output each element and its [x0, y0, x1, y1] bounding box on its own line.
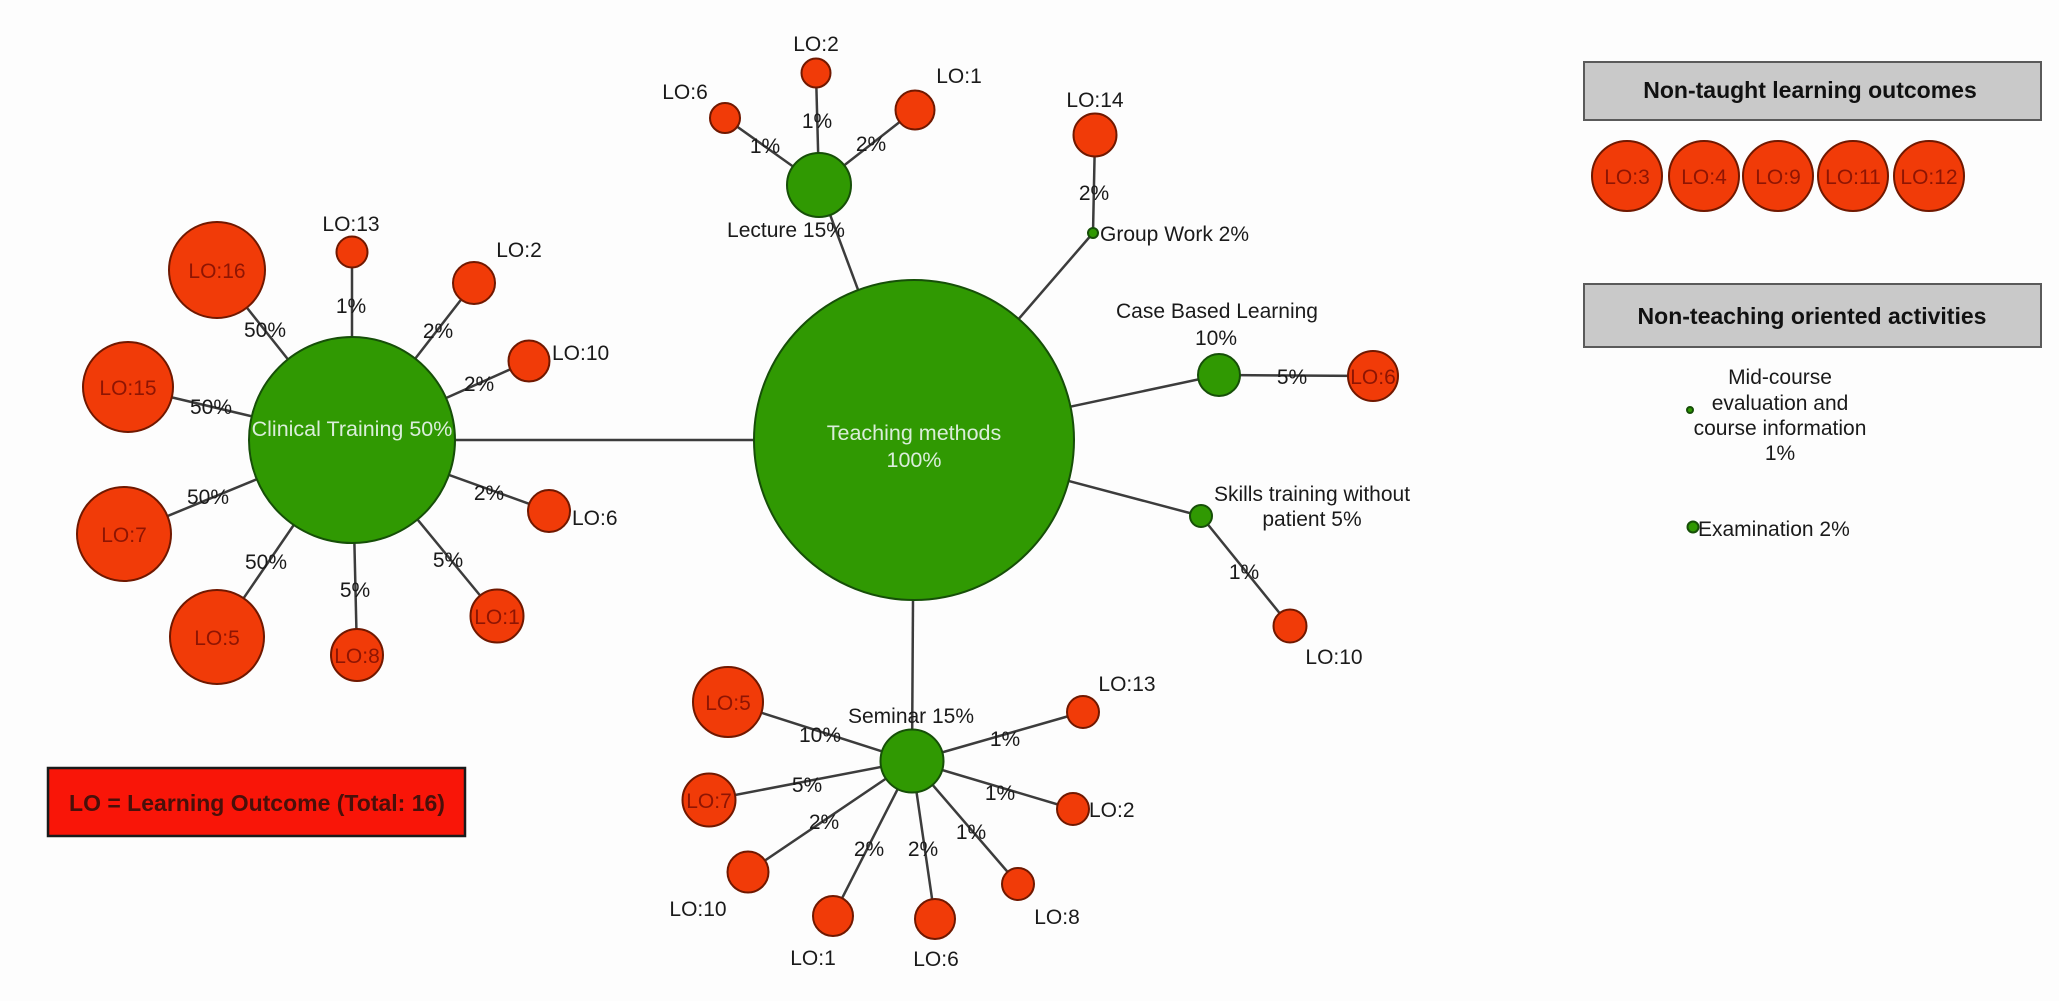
svg-text:LO:6: LO:6 — [1350, 366, 1396, 389]
svg-text:2%: 2% — [423, 320, 453, 343]
svg-text:Non-teaching oriented activiti: Non-teaching oriented activities — [1638, 303, 1987, 329]
svg-text:LO:1: LO:1 — [474, 606, 520, 629]
svg-text:Clinical Training 50%: Clinical Training 50% — [252, 417, 453, 441]
svg-text:10%: 10% — [799, 724, 841, 747]
svg-text:LO:12: LO:12 — [1900, 166, 1957, 189]
svg-text:50%: 50% — [244, 319, 286, 342]
svg-text:LO:4: LO:4 — [1681, 166, 1727, 189]
svg-text:100%: 100% — [887, 448, 942, 472]
svg-text:1%: 1% — [750, 135, 780, 158]
svg-text:LO:15: LO:15 — [99, 377, 156, 400]
svg-text:LO:13: LO:13 — [1098, 673, 1155, 696]
svg-text:50%: 50% — [190, 396, 232, 419]
svg-text:LO:11: LO:11 — [1825, 166, 1881, 189]
svg-text:LO:3: LO:3 — [1604, 166, 1650, 189]
svg-text:LO:1: LO:1 — [936, 65, 982, 88]
svg-text:Lecture 15%: Lecture 15% — [727, 219, 845, 242]
svg-text:Examination 2%: Examination 2% — [1698, 518, 1850, 541]
svg-text:Skills training without: Skills training without — [1214, 483, 1410, 506]
svg-text:2%: 2% — [809, 811, 839, 834]
svg-text:LO:13: LO:13 — [322, 213, 379, 236]
svg-text:1%: 1% — [990, 728, 1020, 751]
svg-text:LO:14: LO:14 — [1066, 89, 1124, 112]
svg-text:1%: 1% — [985, 782, 1015, 805]
svg-text:1%: 1% — [336, 295, 366, 318]
svg-text:LO:10: LO:10 — [1305, 646, 1362, 669]
svg-text:10%: 10% — [1195, 327, 1237, 350]
svg-text:LO:5: LO:5 — [705, 692, 751, 715]
svg-text:LO:6: LO:6 — [662, 81, 708, 104]
svg-text:course information: course information — [1694, 417, 1867, 440]
svg-text:LO:6: LO:6 — [572, 507, 618, 530]
svg-text:LO:1: LO:1 — [790, 947, 836, 970]
svg-text:patient 5%: patient 5% — [1262, 508, 1361, 531]
svg-text:Teaching methods: Teaching methods — [827, 421, 1002, 445]
svg-text:5%: 5% — [433, 549, 463, 572]
svg-text:2%: 2% — [854, 838, 884, 861]
svg-text:LO = Learning Outcome (Total:: LO = Learning Outcome (Total: 16) — [69, 790, 445, 816]
svg-text:1%: 1% — [1765, 442, 1795, 465]
svg-text:LO:8: LO:8 — [334, 645, 380, 668]
svg-text:Case Based Learning: Case Based Learning — [1116, 300, 1318, 323]
svg-text:5%: 5% — [792, 774, 822, 797]
svg-text:LO:5: LO:5 — [194, 627, 240, 650]
svg-text:evaluation and: evaluation and — [1712, 392, 1849, 415]
svg-text:5%: 5% — [340, 579, 370, 602]
svg-text:5%: 5% — [1277, 366, 1307, 389]
svg-text:Non-taught learning outcomes: Non-taught learning outcomes — [1643, 77, 1977, 103]
svg-text:LO:10: LO:10 — [552, 342, 609, 365]
svg-text:LO:16: LO:16 — [188, 260, 245, 283]
svg-text:50%: 50% — [187, 486, 229, 509]
svg-text:2%: 2% — [856, 133, 886, 156]
svg-text:LO:7: LO:7 — [686, 790, 732, 813]
svg-text:1%: 1% — [1229, 561, 1259, 584]
svg-text:Mid-course: Mid-course — [1728, 366, 1832, 389]
svg-text:2%: 2% — [464, 373, 494, 396]
svg-text:LO:2: LO:2 — [793, 33, 839, 56]
svg-text:LO:2: LO:2 — [1089, 799, 1135, 822]
svg-text:Seminar 15%: Seminar 15% — [848, 705, 974, 728]
svg-text:2%: 2% — [1079, 182, 1109, 205]
svg-text:1%: 1% — [802, 110, 832, 133]
svg-text:LO:2: LO:2 — [496, 239, 542, 262]
svg-text:2%: 2% — [474, 482, 504, 505]
svg-text:50%: 50% — [245, 551, 287, 574]
svg-text:LO:8: LO:8 — [1034, 906, 1080, 929]
svg-text:1%: 1% — [956, 821, 986, 844]
svg-text:LO:6: LO:6 — [913, 948, 959, 971]
svg-text:LO:10: LO:10 — [669, 898, 726, 921]
svg-text:Group Work 2%: Group Work 2% — [1100, 223, 1249, 246]
svg-text:LO:7: LO:7 — [101, 524, 147, 547]
svg-text:2%: 2% — [908, 838, 938, 861]
svg-text:LO:9: LO:9 — [1755, 166, 1801, 189]
